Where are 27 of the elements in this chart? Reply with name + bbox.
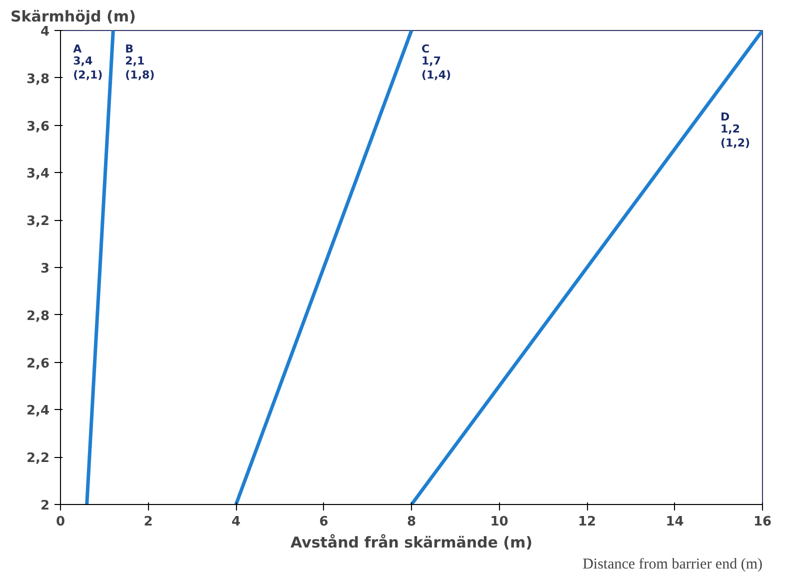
y-tick-label: 3: [40, 262, 50, 276]
y-tick-label: 2,4: [26, 404, 50, 419]
x-tick-label: 4: [231, 514, 241, 530]
annotation: C 1,7 (1,4): [422, 42, 452, 82]
annotation: D 1,2 (1,2): [720, 110, 750, 150]
y-tick-label: 3,6: [26, 119, 50, 134]
annotation: A 3,4 (2,1): [73, 42, 103, 82]
x-tick-label: 12: [578, 514, 596, 530]
y-tick-label: 2: [40, 498, 50, 514]
y-tick-label: 3,2: [26, 214, 50, 230]
y-tick-label: 3,4: [26, 166, 50, 182]
x-axis-title: Avstånd från skärmände (m): [290, 534, 533, 552]
x-tick-label: 6: [319, 514, 328, 530]
y-tick-label: 3,8: [26, 72, 50, 87]
x-tick-label: 0: [56, 514, 66, 530]
y-tick-label: 2,6: [26, 356, 50, 372]
y-tick-label: 4: [40, 24, 50, 40]
y-tick-label: 2,2: [26, 451, 50, 466]
x-tick-label: 10: [490, 514, 508, 530]
y-axis-title: Skärmhöjd (m): [10, 8, 136, 26]
annotation: B 2,1 (1,8): [125, 42, 155, 82]
y-tick-label: 2,8: [26, 308, 50, 324]
x-tick-label: 2: [144, 514, 153, 530]
text: Distance from barrier end (m): [582, 556, 763, 572]
x-tick-label: 14: [666, 514, 684, 530]
x-tick-label: 16: [753, 514, 772, 530]
x-tick-label: 8: [406, 514, 416, 530]
